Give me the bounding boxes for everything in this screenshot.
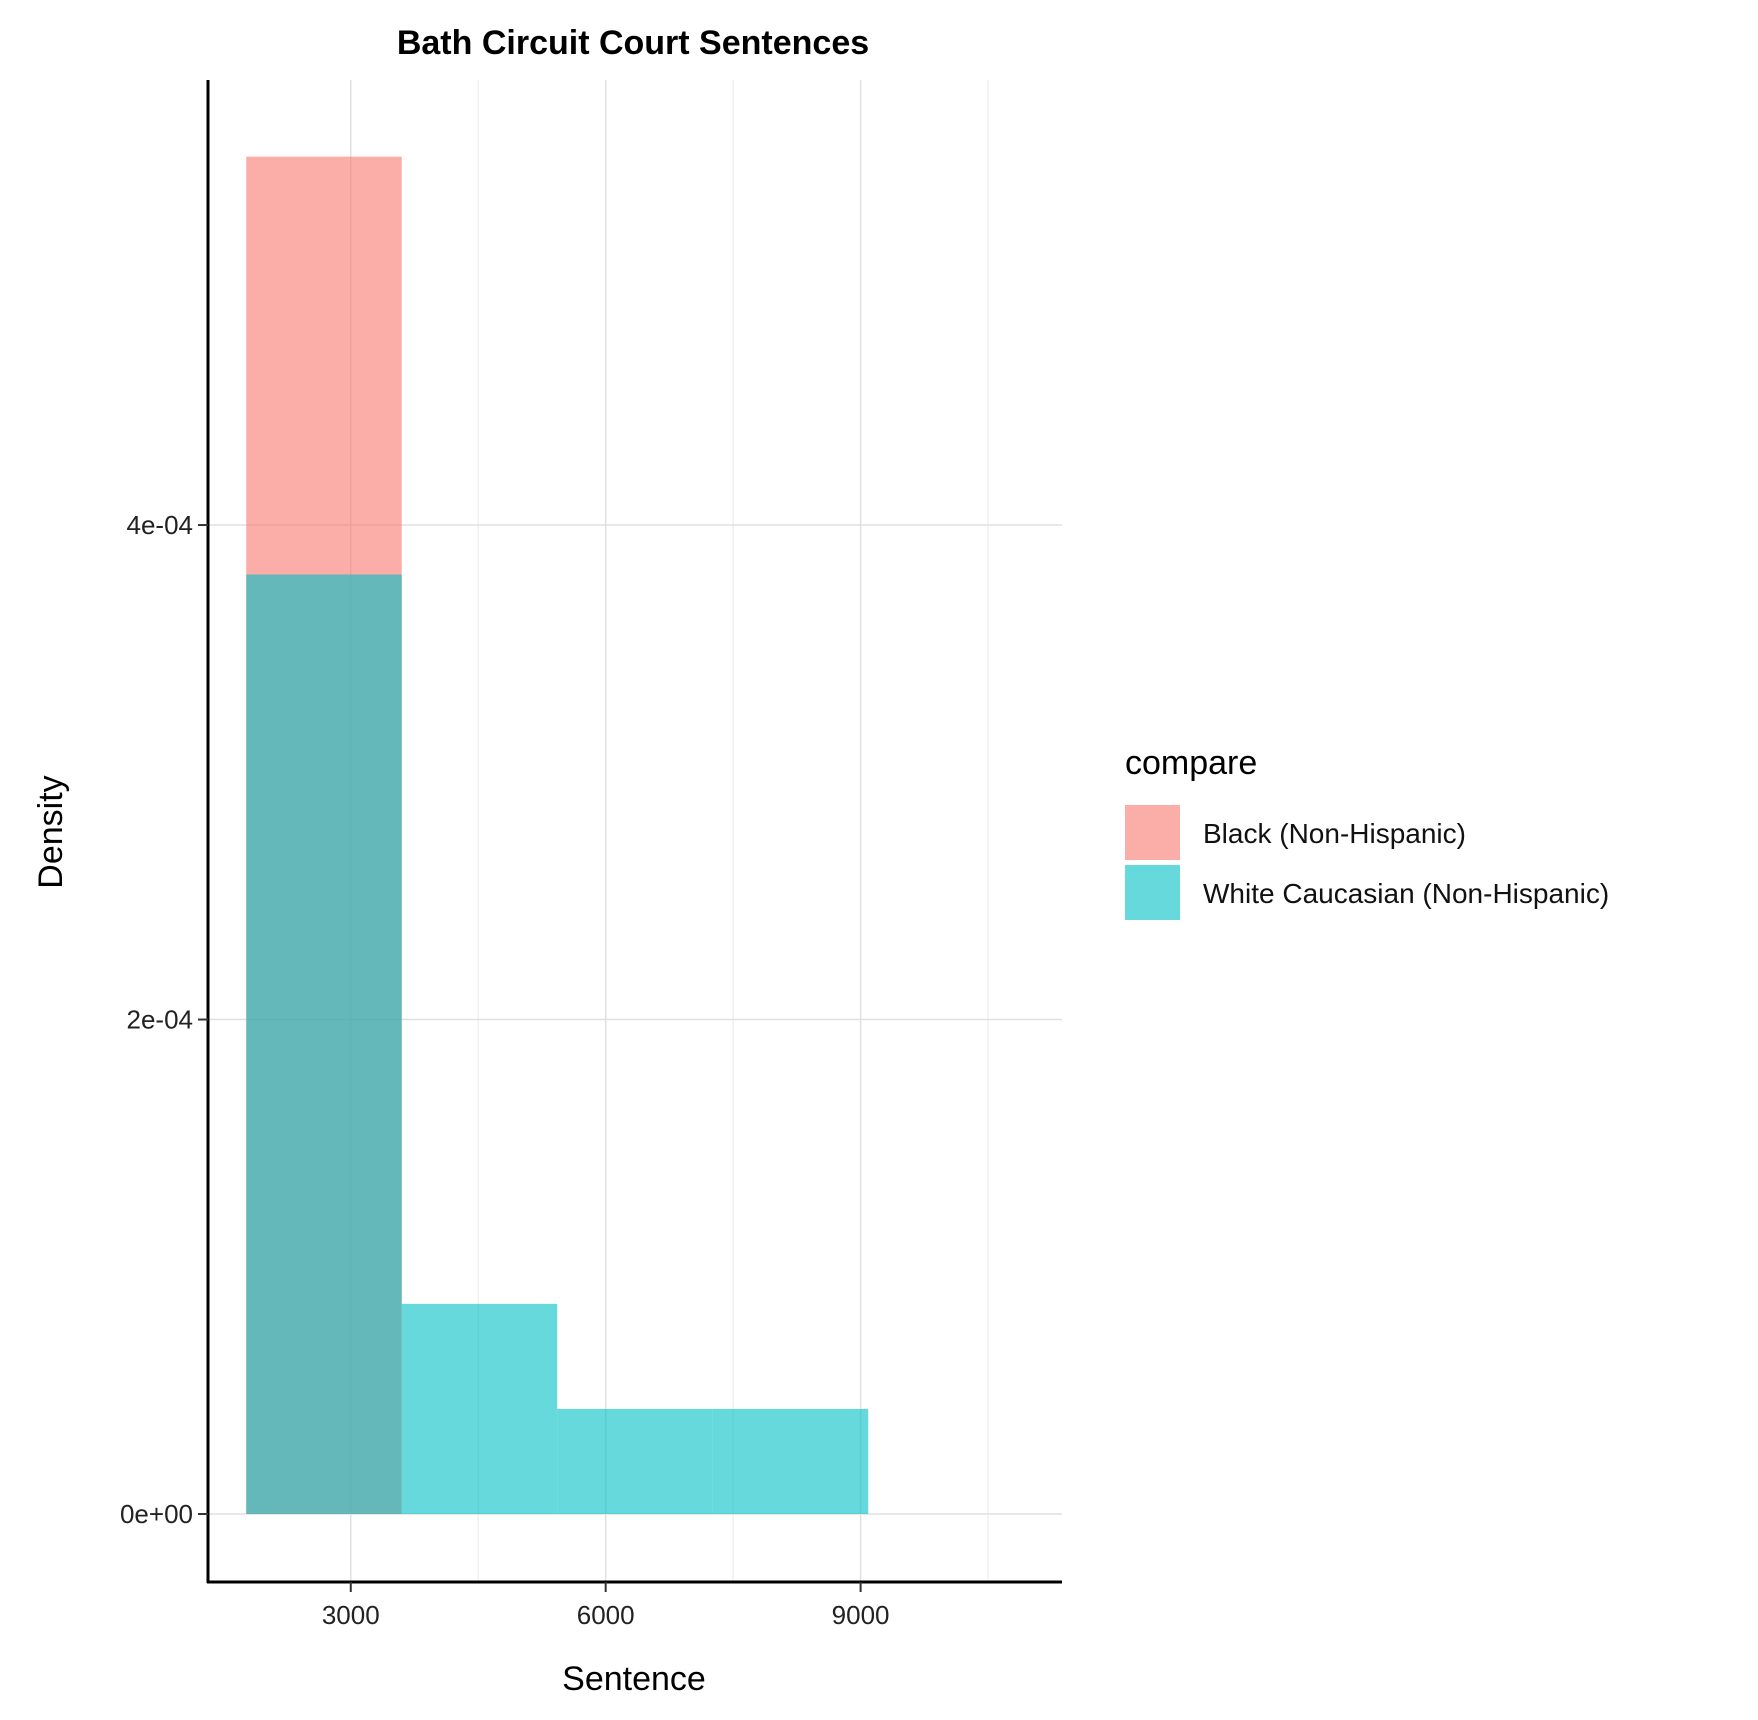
y-tick-label: 2e-04 — [127, 1005, 194, 1035]
legend-entries: Black (Non-Hispanic) White Caucasian (Non… — [1125, 805, 1609, 920]
legend-swatch — [1125, 865, 1180, 920]
x-tick-label: 9000 — [832, 1600, 890, 1630]
x-tick-label: 6000 — [577, 1600, 635, 1630]
legend-swatch — [1125, 805, 1180, 860]
x-axis-ticks: 3000 6000 9000 — [322, 1582, 890, 1630]
histogram-bar-series-2 — [712, 1408, 869, 1515]
legend-title: compare — [1125, 744, 1257, 782]
histogram-bars — [246, 156, 869, 1515]
y-axis-ticks: 0e+00 2e-04 4e-04 — [120, 510, 208, 1529]
legend-label: Black (Non-Hispanic) — [1203, 818, 1466, 849]
y-axis-title: Density — [32, 775, 70, 888]
x-tick-label: 3000 — [322, 1600, 380, 1630]
y-tick-label: 0e+00 — [120, 1499, 193, 1529]
histogram-bar-series-2 — [401, 1303, 558, 1515]
legend-label: White Caucasian (Non-Hispanic) — [1203, 878, 1609, 909]
legend: compare Black (Non-Hispanic) White Caucas… — [1125, 744, 1609, 920]
x-axis-title: Sentence — [562, 1660, 706, 1698]
y-tick-label: 4e-04 — [127, 510, 194, 540]
chart-title: Bath Circuit Court Sentences — [397, 24, 869, 62]
histogram-bar-series-2 — [557, 1408, 713, 1515]
histogram-bar-series-2 — [246, 574, 402, 1515]
plot-area: 3000 6000 9000 0e+00 2e-04 4e-04 — [120, 80, 1062, 1630]
